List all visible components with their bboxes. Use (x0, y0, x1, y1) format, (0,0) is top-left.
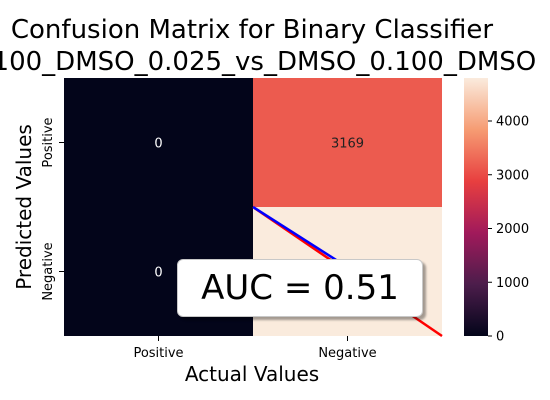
overlay-line (252, 205, 339, 263)
auc-annotation: AUC = 0.51 (177, 259, 423, 317)
x-tick-label: Negative (318, 346, 376, 361)
y-tick-label: Negative (41, 242, 56, 300)
colorbar-tick-label: 3000 (496, 168, 529, 183)
heatmap-cell (64, 78, 253, 207)
colorbar-tick-label: 4000 (496, 115, 529, 130)
x-tick-label: Positive (133, 346, 183, 361)
heatmap-cell (253, 78, 442, 207)
chart-title-line2: 0.100_DMSO_0.025_vs_DMSO_0.100_DMSO (0, 47, 536, 77)
y-tick-label: Positive (41, 117, 56, 167)
x-axis-ticks: Positive Negative (133, 336, 377, 361)
y-axis-label: Predicted Values (12, 124, 36, 290)
colorbar-ticks: 0 1000 2000 3000 4000 (488, 115, 529, 345)
colorbar-tick-label: 2000 (496, 222, 529, 237)
x-axis-label: Actual Values (185, 362, 319, 386)
colorbar (464, 78, 488, 336)
cell-value-label: 0 (154, 266, 162, 281)
cell-value-label: 0 (154, 137, 162, 152)
y-axis-ticks: Positive Negative (41, 117, 64, 301)
heatmap-cell-labels: 0 3169 0 (154, 137, 364, 281)
chart-title-line1: Confusion Matrix for Binary Classifier (11, 15, 494, 45)
colorbar-tick-label: 0 (496, 330, 504, 345)
colorbar-tick-label: 1000 (496, 276, 529, 291)
cell-value-label: 3169 (331, 137, 364, 152)
